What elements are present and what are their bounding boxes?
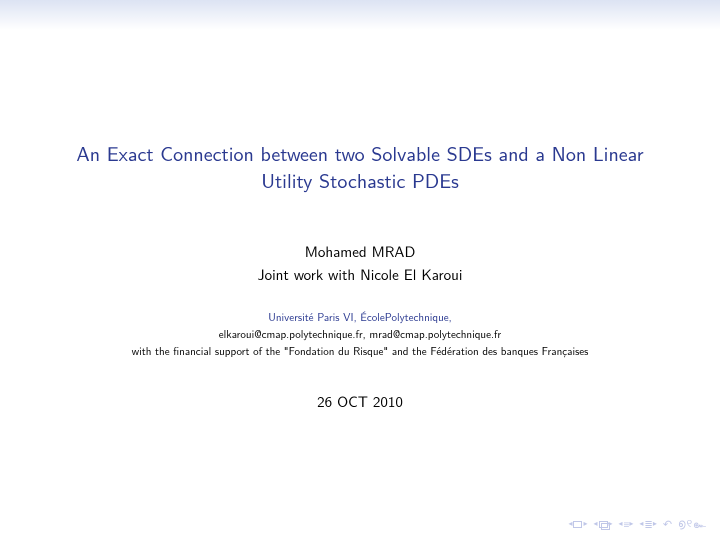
nav-subsection-group: ◂ ≡ ▸	[619, 517, 634, 532]
institute-block: Université Paris VI, ÉcolePolytechnique,…	[50, 309, 670, 360]
title-slide: An Exact Connection between two Solvable…	[0, 0, 720, 541]
institute-support: with the financial support of the "Fonda…	[50, 343, 670, 360]
frame-icon[interactable]	[599, 521, 608, 528]
triangle-left-icon[interactable]: ◂	[568, 520, 572, 528]
slide-icon[interactable]	[573, 521, 582, 528]
triangle-left-icon[interactable]: ◂	[619, 520, 623, 528]
nav-back-icon[interactable]: ↶	[663, 516, 672, 532]
nav-section-group: ◂ ≣ ▸	[639, 517, 656, 532]
institute-affiliation: Université Paris VI, ÉcolePolytechnique,	[50, 309, 670, 326]
triangle-left-icon[interactable]: ◂	[639, 520, 643, 528]
triangle-left-icon[interactable]: ◂	[594, 520, 598, 528]
triangle-right-icon[interactable]: ▸	[653, 520, 657, 528]
triangle-right-icon[interactable]: ▸	[583, 520, 587, 528]
author-joint: Joint work with Nicole El Karoui	[50, 263, 670, 286]
subsection-icon[interactable]: ≡	[624, 517, 629, 532]
beamer-nav-bar: ◂ ▸ ◂ ▸ ◂ ≡ ▸ ◂ ≣ ▸ ↶ ൭୧๛	[568, 515, 706, 533]
nav-frame-group: ◂ ▸	[594, 520, 613, 528]
nav-search-icon[interactable]: ൭୧๛	[678, 515, 706, 533]
nav-slide-group: ◂ ▸	[568, 520, 587, 528]
section-icon[interactable]: ≣	[644, 517, 651, 532]
author-name: Mohamed MRAD	[50, 240, 670, 263]
triangle-right-icon[interactable]: ▸	[629, 520, 633, 528]
presentation-date: 26 OCT 2010	[50, 390, 670, 412]
presentation-title: An Exact Connection between two Solvable…	[50, 140, 670, 194]
institute-emails: elkaroui@cmap.polytechnique.fr, mrad@cma…	[50, 326, 670, 343]
author-block: Mohamed MRAD Joint work with Nicole El K…	[50, 240, 670, 285]
